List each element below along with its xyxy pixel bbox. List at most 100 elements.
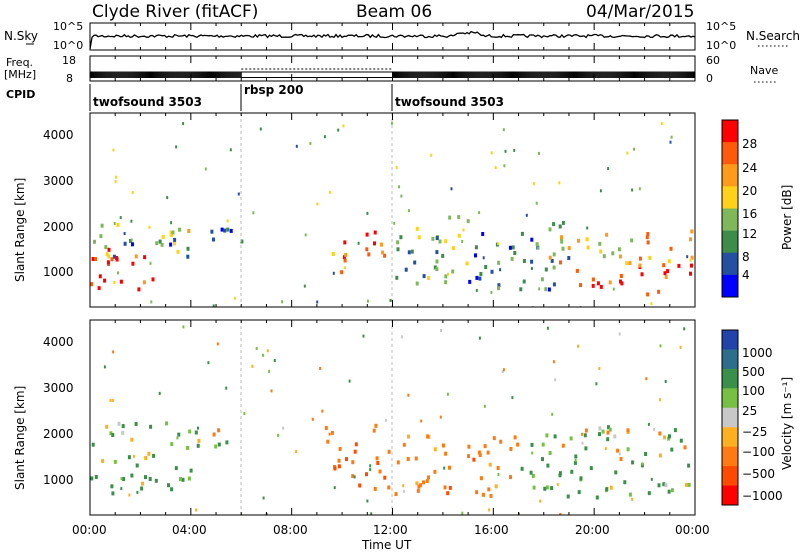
heatmap-cell [641, 462, 644, 466]
heatmap-cell [548, 451, 552, 455]
heatmap-cell [657, 289, 661, 294]
heatmap-cell [569, 436, 573, 441]
heatmap-cell [365, 247, 369, 252]
heatmap-cell [340, 270, 344, 275]
heatmap-cell [177, 432, 181, 437]
heatmap-cell [511, 396, 514, 400]
heatmap-cell [598, 432, 601, 437]
heatmap-cell [357, 241, 360, 245]
heatmap-cell [686, 255, 689, 259]
heatmap-cell [380, 242, 383, 247]
heatmap-cell [446, 491, 450, 496]
heatmap-cell [475, 490, 479, 495]
heatmap-cell [612, 287, 615, 291]
heatmap-cell [381, 250, 384, 255]
heatmap-cell [324, 426, 328, 430]
heatmap-cell [443, 485, 447, 490]
heatmap-cell [105, 252, 109, 257]
heatmap-cell [606, 430, 610, 435]
nsky-series-line [89, 30, 696, 50]
heatmap-cell [262, 496, 265, 500]
heatmap-cell [457, 233, 461, 238]
heatmap-cell [488, 462, 492, 467]
heatmap-cell [142, 280, 146, 285]
heatmap-cell [351, 460, 355, 465]
heatmap-cell [461, 511, 464, 515]
heatmap-cell [90, 476, 94, 481]
heatmap-cell [532, 182, 535, 186]
heatmap-cell [548, 255, 552, 260]
freq-series [89, 68, 695, 78]
heatmap-cell [479, 476, 483, 481]
heatmap-cell [579, 283, 582, 288]
heatmap-cell [396, 240, 400, 245]
heatmap-cell [598, 426, 602, 431]
heatmap-cell [577, 344, 579, 348]
heatmap-cell [487, 487, 491, 492]
heatmap-cell [599, 189, 602, 193]
heatmap-cell [400, 194, 403, 198]
heatmap-cell [207, 361, 210, 365]
power-colorbar-ticks: 28 24 20 16 12 8 4 [742, 137, 757, 282]
heatmap-cell [644, 452, 648, 456]
heatmap-cell [406, 457, 410, 461]
heatmap-cell [175, 145, 178, 149]
nave-tick-top: 60 [706, 54, 720, 67]
heatmap-cell [483, 444, 487, 449]
heatmap-cell [448, 485, 452, 490]
heatmap-cell [197, 438, 201, 443]
heatmap-cell [444, 239, 448, 244]
heatmap-cell [657, 483, 661, 488]
vel-cbar-tick-m25: −25 [742, 425, 767, 439]
heatmap-cell [119, 216, 122, 220]
heatmap-cell [216, 342, 219, 346]
heatmap-cell [112, 254, 116, 259]
heatmap-cell [413, 260, 417, 265]
heatmap-cell [443, 466, 446, 470]
heatmap-cell [344, 252, 348, 257]
heatmap-cell [319, 366, 322, 370]
heatmap-cell [149, 261, 152, 265]
heatmap-cell [648, 255, 652, 260]
heatmap-cell [608, 427, 612, 432]
heatmap-cell [683, 327, 686, 331]
heatmap-cell [619, 254, 622, 259]
power-ytick-3000: 3000 [43, 174, 74, 188]
heatmap-cell [373, 486, 377, 491]
heatmap-cell [395, 166, 398, 170]
x-axis: 00:00 04:00 08:00 12:00 16:00 20:00 00:0… [72, 523, 710, 552]
heatmap-cell [367, 252, 371, 257]
nsearch-tick-top: 10^5 [706, 20, 736, 33]
heatmap-cell [581, 432, 584, 436]
heatmap-cell [486, 450, 490, 455]
heatmap-cell [366, 299, 369, 303]
heatmap-cell [114, 180, 117, 184]
heatmap-cell [450, 187, 453, 191]
heatmap-cell [546, 326, 549, 330]
heatmap-cell [122, 477, 126, 481]
cpid-segment-3: twofsound 3503 [395, 95, 504, 109]
heatmap-cell [225, 440, 229, 445]
heatmap-cell [369, 464, 372, 468]
heatmap-cell [631, 188, 634, 192]
heatmap-cell [144, 475, 147, 480]
heatmap-cell [558, 471, 562, 476]
heatmap-cell [155, 241, 159, 246]
heatmap-cell [601, 429, 605, 434]
power-cbar-tick-16: 16 [742, 207, 757, 221]
heatmap-cell [520, 466, 524, 471]
heatmap-cell [165, 421, 169, 426]
cpid-segment-1: twofsound 3503 [93, 95, 202, 109]
heatmap-cell [546, 463, 550, 468]
heatmap-cell [530, 442, 534, 447]
heatmap-cell [353, 449, 357, 454]
heatmap-cell [543, 486, 547, 491]
heatmap-cell [658, 398, 661, 402]
heatmap-cell [499, 268, 502, 272]
heatmap-cell [384, 418, 387, 422]
power-ylabel: Slant Range [km] [13, 178, 27, 282]
heatmap-cell [430, 153, 433, 157]
heatmap-cell [646, 232, 650, 236]
heatmap-cell [204, 167, 207, 171]
heatmap-cell [404, 267, 408, 272]
